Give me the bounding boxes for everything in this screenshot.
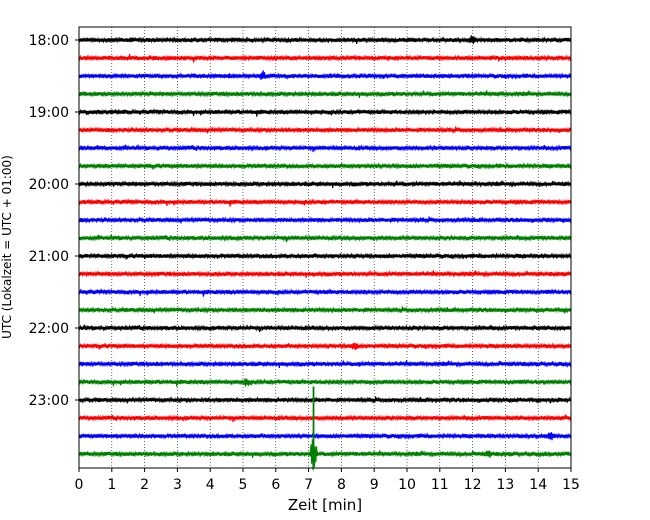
y-axis-ticks: 18:00 19:00 20:00 21:00 22:00 23:00 <box>29 33 79 409</box>
y-tick-label: 20:00 <box>29 177 69 193</box>
x-tick-label: 14 <box>529 477 547 493</box>
x-tick-label: 7 <box>304 477 313 493</box>
x-tick-label: 12 <box>464 477 482 493</box>
x-tick-label: 11 <box>431 477 449 493</box>
y-tick-label: 19:00 <box>29 105 69 121</box>
x-tick-label: 0 <box>75 477 84 493</box>
x-tick-label: 2 <box>140 477 149 493</box>
x-tick-label: 4 <box>206 477 215 493</box>
y-tick-label: 23:00 <box>29 393 69 409</box>
y-axis-label: UTC (Lokalzeit = UTC + 01:00) <box>0 155 14 339</box>
x-axis-label: Zeit [min] <box>288 496 362 514</box>
y-tick-label: 21:00 <box>29 249 69 265</box>
y-tick-label: 22:00 <box>29 321 69 337</box>
x-tick-label: 5 <box>239 477 248 493</box>
x-tick-label: 13 <box>496 477 514 493</box>
x-tick-label: 3 <box>173 477 182 493</box>
x-tick-label: 9 <box>370 477 379 493</box>
x-tick-label: 1 <box>107 477 116 493</box>
seismogram-traces <box>78 35 572 471</box>
x-tick-label: 15 <box>562 477 580 493</box>
plot-background <box>79 27 571 468</box>
x-tick-label: 10 <box>398 477 416 493</box>
x-tick-label: 6 <box>271 477 280 493</box>
y-tick-label: 18:00 <box>29 33 69 49</box>
x-tick-label: 8 <box>337 477 346 493</box>
x-axis-ticks: 0 1 2 3 4 5 6 7 8 9 10 11 12 13 14 15 <box>75 468 580 493</box>
plot-frame <box>78 26 572 469</box>
